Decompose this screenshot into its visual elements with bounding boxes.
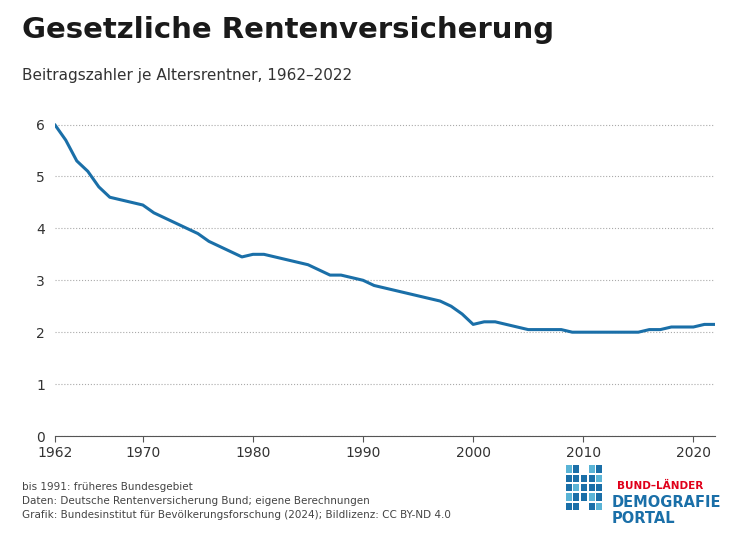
Bar <box>581 484 587 491</box>
Bar <box>588 465 595 473</box>
Bar <box>566 502 572 510</box>
Bar <box>566 465 572 473</box>
Bar <box>596 502 602 510</box>
Text: PORTAL: PORTAL <box>612 511 675 526</box>
Bar <box>596 493 602 500</box>
Text: Daten: Deutsche Rentenversicherung Bund; eigene Berechnungen: Daten: Deutsche Rentenversicherung Bund;… <box>22 496 369 506</box>
Bar <box>588 502 595 510</box>
Bar <box>596 484 602 491</box>
Bar <box>581 493 587 500</box>
Bar <box>573 465 580 473</box>
Text: Beitragszahler je Altersrentner, 1962–2022: Beitragszahler je Altersrentner, 1962–20… <box>22 68 352 83</box>
Bar <box>596 475 602 482</box>
Bar <box>588 475 595 482</box>
Bar <box>573 493 580 500</box>
Bar <box>573 502 580 510</box>
Bar <box>588 493 595 500</box>
Text: DEMOGRAFIE: DEMOGRAFIE <box>612 495 721 510</box>
Bar <box>596 465 602 473</box>
Bar <box>566 493 572 500</box>
Bar <box>588 484 595 491</box>
Bar <box>573 475 580 482</box>
Text: BUND–LÄNDER: BUND–LÄNDER <box>617 481 703 490</box>
Text: Grafik: Bundesinstitut für Bevölkerungsforschung (2024); Bildlizenz: CC BY-ND 4.: Grafik: Bundesinstitut für Bevölkerungsf… <box>22 510 450 519</box>
Bar <box>581 475 587 482</box>
Bar <box>566 475 572 482</box>
Text: bis 1991: früheres Bundesgebiet: bis 1991: früheres Bundesgebiet <box>22 482 193 492</box>
Bar <box>566 484 572 491</box>
Text: Gesetzliche Rentenversicherung: Gesetzliche Rentenversicherung <box>22 16 554 44</box>
Bar <box>573 484 580 491</box>
